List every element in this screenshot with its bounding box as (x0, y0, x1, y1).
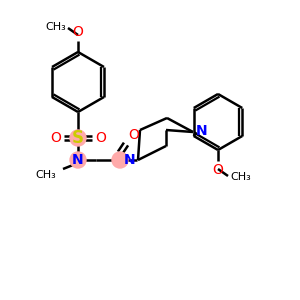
Circle shape (112, 152, 128, 168)
Text: CH₃: CH₃ (35, 170, 56, 180)
Text: O: O (50, 131, 61, 145)
Text: N: N (196, 124, 208, 138)
Text: N: N (72, 153, 84, 167)
Circle shape (70, 130, 86, 146)
Text: O: O (128, 128, 139, 142)
Text: CH₃: CH₃ (45, 22, 66, 32)
Text: N: N (123, 153, 135, 167)
Text: O: O (213, 163, 224, 177)
Text: CH₃: CH₃ (230, 172, 251, 182)
Text: O: O (73, 25, 83, 39)
Text: O: O (95, 131, 106, 145)
Text: S: S (72, 129, 84, 147)
Circle shape (70, 152, 86, 168)
